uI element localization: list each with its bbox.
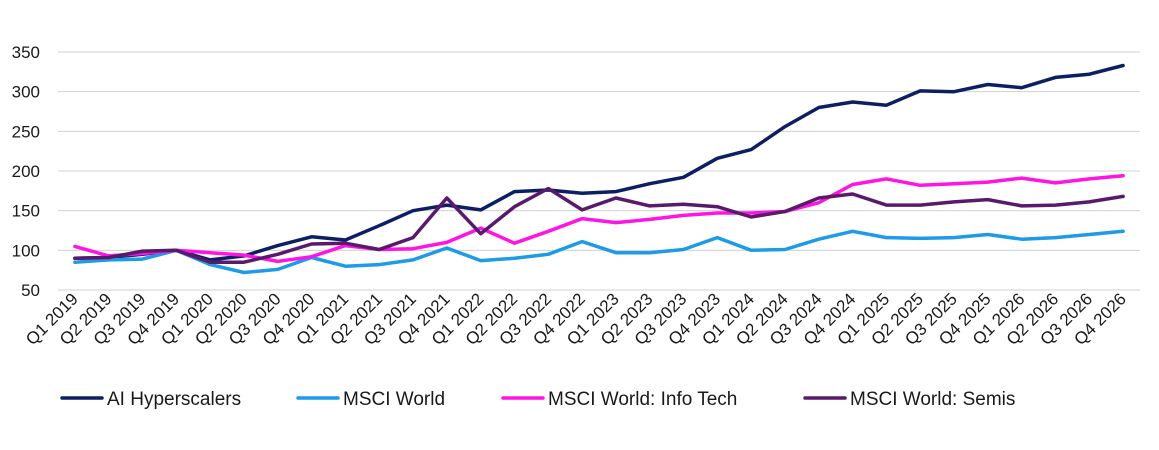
legend-label-2: MSCI World: Info Tech (548, 389, 737, 410)
gridlines (58, 51, 1140, 291)
y-axis-ticks: 50 100 150 200 250 300 350 (12, 43, 40, 300)
legend-label-1: MSCI World (343, 389, 445, 410)
y-tick-label: 150 (12, 202, 40, 221)
legend-label-3: MSCI World: Semis (850, 389, 1015, 410)
series-lines (73, 63, 1125, 275)
y-tick-label: 200 (12, 162, 40, 181)
series-line-3 (73, 186, 1125, 264)
series-line-2 (73, 174, 1125, 264)
legend: AI Hyperscalers MSCI World MSCI World: Inf… (60, 389, 1015, 410)
legend-label-0: AI Hyperscalers (107, 389, 241, 410)
series-line-1 (73, 229, 1125, 275)
y-tick-label: 50 (21, 281, 40, 300)
y-tick-label: 350 (12, 43, 40, 62)
y-tick-label: 250 (12, 122, 40, 141)
series-line-0 (73, 63, 1125, 262)
y-tick-label: 100 (12, 241, 40, 260)
y-tick-label: 300 (12, 83, 40, 102)
